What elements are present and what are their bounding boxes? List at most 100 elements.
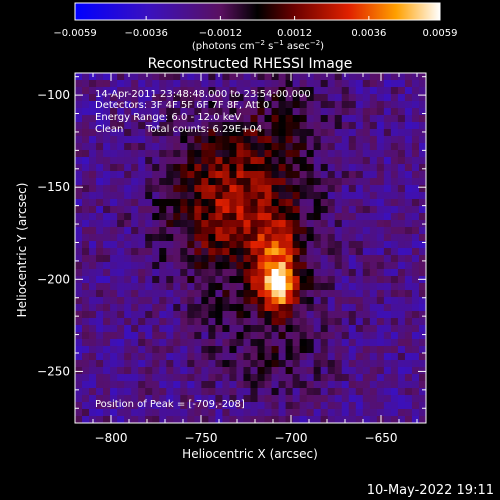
heatmap-cell bbox=[75, 304, 83, 312]
heatmap-cell bbox=[131, 115, 139, 123]
heatmap-cell bbox=[89, 402, 97, 410]
heatmap-cell bbox=[355, 73, 364, 81]
heatmap-cell bbox=[236, 136, 244, 144]
heatmap-cell bbox=[299, 325, 308, 333]
heatmap-cell bbox=[397, 255, 406, 263]
heatmap-cell bbox=[369, 164, 378, 172]
heatmap-cell bbox=[299, 290, 308, 298]
heatmap-cell bbox=[320, 416, 329, 423]
heatmap-cell bbox=[257, 241, 265, 249]
y-tick-label: −200 bbox=[37, 272, 70, 286]
heatmap-cell bbox=[327, 332, 336, 340]
heatmap-cell bbox=[159, 318, 167, 326]
heatmap-cell bbox=[278, 318, 286, 326]
heatmap-cell bbox=[243, 115, 251, 123]
heatmap-cell bbox=[271, 360, 279, 368]
heatmap-cell bbox=[215, 185, 223, 193]
heatmap-cell bbox=[355, 115, 364, 123]
heatmap-cell bbox=[103, 381, 111, 389]
heatmap-cell bbox=[418, 409, 426, 417]
heatmap-cell bbox=[180, 304, 188, 312]
heatmap-cell bbox=[348, 262, 357, 270]
heatmap-cell bbox=[355, 339, 364, 347]
heatmap-cell bbox=[320, 192, 329, 200]
heatmap-cell bbox=[362, 178, 371, 186]
heatmap-cell bbox=[257, 213, 265, 221]
heatmap-cell bbox=[103, 101, 111, 109]
heatmap-cell bbox=[397, 311, 406, 319]
heatmap-cell bbox=[418, 283, 426, 291]
heatmap-cell bbox=[138, 101, 146, 109]
heatmap-cell bbox=[320, 143, 329, 151]
heatmap-cell bbox=[187, 206, 195, 214]
heatmap-cell bbox=[75, 290, 83, 298]
heatmap-cell bbox=[75, 234, 83, 242]
heatmap-cell bbox=[194, 213, 202, 221]
heatmap-cell bbox=[236, 185, 244, 193]
heatmap-cell bbox=[271, 73, 279, 81]
heatmap-cell bbox=[75, 416, 83, 423]
heatmap-cell bbox=[250, 325, 258, 333]
heatmap-cell bbox=[229, 409, 237, 417]
heatmap-cell bbox=[404, 388, 413, 396]
heatmap-cell bbox=[208, 360, 216, 368]
heatmap-cell bbox=[264, 122, 272, 130]
heatmap-cell bbox=[390, 185, 399, 193]
heatmap-cell bbox=[355, 318, 364, 326]
heatmap-cell bbox=[327, 395, 336, 403]
heatmap-cell bbox=[250, 409, 258, 417]
heatmap-cell bbox=[397, 402, 406, 410]
heatmap-cell bbox=[96, 136, 104, 144]
heatmap-cell bbox=[292, 332, 301, 340]
heatmap-cell bbox=[124, 409, 132, 417]
heatmap-cell bbox=[348, 122, 357, 130]
heatmap-cell bbox=[376, 346, 385, 354]
heatmap-cell bbox=[348, 115, 357, 123]
heatmap-cell bbox=[383, 297, 392, 305]
heatmap-cell bbox=[397, 122, 406, 130]
heatmap-cell bbox=[376, 402, 385, 410]
heatmap-cell bbox=[376, 248, 385, 256]
heatmap-cell bbox=[306, 157, 315, 165]
heatmap-cell bbox=[201, 395, 209, 403]
heatmap-cell bbox=[152, 409, 160, 417]
heatmap-cell bbox=[75, 192, 83, 200]
heatmap-cell bbox=[75, 227, 83, 235]
heatmap-cell bbox=[110, 325, 118, 333]
heatmap-cell bbox=[131, 297, 139, 305]
heatmap-cell bbox=[75, 353, 83, 361]
overlay-time: 14-Apr-2011 23:48:48.000 to 23:54:00.000 bbox=[95, 89, 311, 100]
heatmap-cell bbox=[166, 227, 174, 235]
heatmap-cell bbox=[201, 283, 209, 291]
heatmap-cell bbox=[404, 136, 413, 144]
heatmap-cell bbox=[96, 108, 104, 116]
heatmap-cell bbox=[299, 206, 308, 214]
heatmap-cell bbox=[327, 94, 336, 102]
heatmap-cell bbox=[208, 94, 216, 102]
heatmap-cell bbox=[82, 73, 90, 81]
heatmap-cell bbox=[369, 346, 378, 354]
heatmap-cell bbox=[285, 297, 294, 305]
heatmap-cell bbox=[96, 73, 104, 81]
heatmap-cell bbox=[264, 353, 272, 361]
heatmap-cell bbox=[404, 73, 413, 81]
heatmap-cell bbox=[222, 311, 230, 319]
heatmap-cell bbox=[131, 339, 139, 347]
heatmap-cell bbox=[236, 157, 244, 165]
heatmap-cell bbox=[341, 171, 350, 179]
heatmap-cell bbox=[383, 227, 392, 235]
heatmap-cell bbox=[278, 297, 286, 305]
colorbar-tick-label: 0.0059 bbox=[423, 28, 458, 39]
heatmap-cell bbox=[187, 157, 195, 165]
heatmap-cell bbox=[110, 255, 118, 263]
heatmap-cell bbox=[89, 108, 97, 116]
heatmap-cell bbox=[166, 115, 174, 123]
heatmap-cell bbox=[89, 94, 97, 102]
heatmap-cell bbox=[222, 346, 230, 354]
heatmap-cell bbox=[145, 108, 153, 116]
heatmap-cell bbox=[236, 381, 244, 389]
heatmap-cell bbox=[159, 304, 167, 312]
heatmap-cell bbox=[271, 248, 279, 256]
heatmap-cell bbox=[131, 283, 139, 291]
heatmap-cell bbox=[208, 87, 216, 95]
